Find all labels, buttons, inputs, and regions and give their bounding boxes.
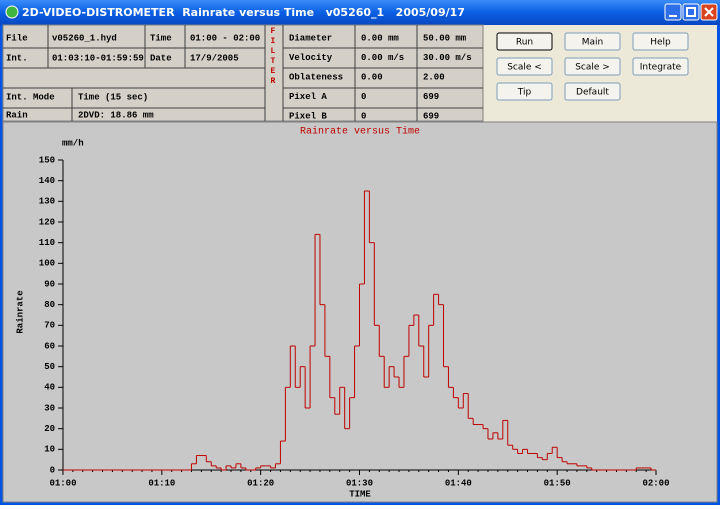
info-cell: 01:03:10-01:59:59 xyxy=(52,53,144,63)
button-label[interactable]: Scale > xyxy=(575,63,610,73)
info-cell: 0.00 m/s xyxy=(361,53,404,63)
y-tick-label: 20 xyxy=(44,424,55,434)
info-cell: Rain xyxy=(6,110,28,120)
button-label[interactable]: Tip xyxy=(517,88,532,98)
x-tick-label: 01:00 xyxy=(49,478,76,488)
y-tick-label: 40 xyxy=(44,383,55,393)
y-tick-label: 70 xyxy=(44,321,55,331)
info-cell: 699 xyxy=(423,111,439,121)
button[interactable] xyxy=(564,32,621,51)
x-tick-label: 01:20 xyxy=(247,478,274,488)
info-cell: 30.00 m/s xyxy=(423,53,472,63)
button[interactable] xyxy=(632,32,689,51)
y-tick-label: 30 xyxy=(44,403,55,413)
info-cell: 699 xyxy=(423,92,439,102)
y-tick-label: 80 xyxy=(44,300,55,310)
maximize-button[interactable] xyxy=(682,3,700,21)
chart-title: Rainrate versus Time xyxy=(300,126,420,138)
info-cell: 0.00 xyxy=(361,72,383,82)
y-tick-label: 90 xyxy=(44,279,55,289)
info-cell: Time xyxy=(150,33,172,43)
y-tick-label: 120 xyxy=(39,217,55,227)
x-axis-label: TIME xyxy=(349,489,371,499)
title-bar xyxy=(0,0,720,25)
y-tick-label: 150 xyxy=(39,155,55,165)
window-controls xyxy=(664,3,718,21)
y-tick-label: 10 xyxy=(44,445,55,455)
info-cell: Int. Mode xyxy=(6,92,55,102)
info-cell: v05260_1.hyd xyxy=(52,33,117,43)
button-label[interactable]: Default xyxy=(576,88,609,98)
minimize-button[interactable] xyxy=(664,3,682,21)
app-icon xyxy=(5,5,19,19)
button-label[interactable]: Run xyxy=(516,38,533,48)
info-cell: Oblateness xyxy=(289,72,343,82)
info-cell: Pixel A xyxy=(289,92,327,102)
y-tick-label: 130 xyxy=(39,197,55,207)
button-label[interactable]: Integrate xyxy=(640,63,682,73)
x-tick-label: 01:50 xyxy=(544,478,571,488)
info-cell: Diameter xyxy=(289,33,332,43)
y-tick-label: 110 xyxy=(39,238,55,248)
x-tick-label: 01:30 xyxy=(346,478,373,488)
y-tick-label: 60 xyxy=(44,341,55,351)
x-tick-label: 01:10 xyxy=(148,478,175,488)
window-title: 2D-VIDEO-DISTROMETER Rainrate versus Tim… xyxy=(22,6,465,19)
y-axis-label: Rainrate xyxy=(15,290,25,333)
y-tick-label: 50 xyxy=(44,362,55,372)
info-cell: 2.00 xyxy=(423,72,445,82)
button[interactable] xyxy=(564,82,621,101)
info-cell: Time (15 sec) xyxy=(78,92,148,102)
info-cell: 0.00 mm xyxy=(361,33,399,43)
step-connector xyxy=(190,191,652,470)
info-cell: File xyxy=(6,33,28,43)
info-cell: Int. xyxy=(6,53,28,63)
button[interactable] xyxy=(496,57,553,76)
x-tick-label: 02:00 xyxy=(642,478,669,488)
info-grid xyxy=(3,25,483,121)
info-cell: 0 xyxy=(361,111,366,121)
x-tick-label: 01:40 xyxy=(445,478,472,488)
info-cell: 50.00 mm xyxy=(423,33,467,43)
filter-label-box: FILTER xyxy=(270,27,276,86)
button[interactable] xyxy=(564,57,621,76)
y-unit: mm/h xyxy=(62,138,84,148)
y-tick-label: 140 xyxy=(39,176,55,186)
info-cell: 01:00 - 02:00 xyxy=(190,33,260,43)
info-cell: 17/9/2005 xyxy=(190,53,239,63)
filter-label: FILTER xyxy=(270,27,276,86)
button[interactable] xyxy=(632,57,689,76)
info-panel xyxy=(2,24,484,122)
button[interactable] xyxy=(496,32,553,51)
info-cell: Date xyxy=(150,53,172,63)
button-label[interactable]: Help xyxy=(650,38,671,48)
info-cell: Pixel B xyxy=(289,111,327,121)
info-cell: 0 xyxy=(361,92,366,102)
button-label[interactable]: Scale < xyxy=(507,63,542,73)
button-label[interactable]: Main xyxy=(582,38,604,48)
y-tick-label: 0 xyxy=(50,465,55,475)
info-cell: 2DVD: 18.86 mm xyxy=(78,110,154,120)
info-cell: Velocity xyxy=(289,53,333,63)
y-tick-label: 100 xyxy=(39,259,55,269)
button[interactable] xyxy=(496,82,553,101)
